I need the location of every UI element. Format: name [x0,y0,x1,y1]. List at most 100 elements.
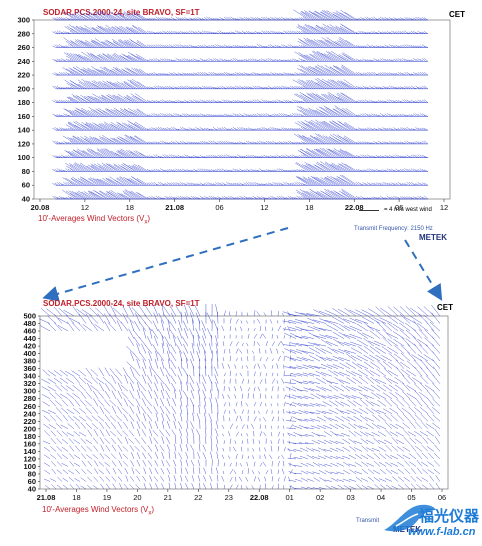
bottom-brand-logo: METEK [393,525,421,534]
bottom-y-tick-label: 140 [23,447,36,456]
top-y-tick-label: 300 [17,16,30,25]
bottom-x-tick-label: 02 [316,493,324,502]
top-profile-row [52,133,428,145]
bottom-x-tick-label: 23 [225,493,233,502]
bottom-x-tick-label: 04 [377,493,385,502]
bottom-chart-footer-label: 10'-Averages Wind Vectors (Vx) [42,505,154,517]
bottom-y-tick-label: 500 [23,312,36,321]
bottom-y-tick-label: 40 [28,485,36,494]
top-x-axis: 20.08 12 18 21.08 06 12 18 22.08 06 12 [31,199,448,212]
bottom-chart-title: SODAR.PCS.2000-24, site BRAVO, SF=1T [43,299,200,308]
bottom-x-tick-label: 22.08 [250,493,269,502]
bottom-y-tick-label: 180 [23,432,36,441]
top-profile-row [52,23,428,35]
top-x-tick-label: 21.08 [165,203,184,212]
top-profile-row [52,174,428,186]
top-y-tick-label: 40 [22,195,30,204]
bottom-footer-subscript: x [148,510,152,517]
top-x-tick-label: 12 [260,203,268,212]
top-x-tick-label: 22.08 [345,203,364,212]
top-x-tick-label: 12 [440,203,448,212]
legend-vector-mark [359,210,379,211]
bottom-footer-close: ) [151,505,154,514]
bottom-chart-timezone: CET [437,303,453,312]
top-footer-close: ) [147,214,150,223]
top-y-tick-label: 260 [17,43,30,52]
bottom-y-tick-label: 380 [23,357,36,366]
bottom-x-tick-label: 22 [194,493,202,502]
top-y-tick-label: 120 [17,139,30,148]
bottom-y-tick-label: 60 [28,477,36,486]
bottom-y-tick-label: 320 [23,379,36,388]
bottom-x-tick-label: 21.08 [37,493,56,502]
top-vector-field [52,9,428,200]
top-profile-row [52,105,428,117]
bottom-y-tick-label: 360 [23,364,36,373]
bottom-x-tick-label: 05 [407,493,415,502]
bottom-y-tick-label: 120 [23,454,36,463]
bottom-x-tick-label: 18 [72,493,80,502]
bottom-y-tick-label: 480 [23,319,36,328]
top-profile-row [52,37,428,48]
top-profile-row [52,161,428,172]
bottom-x-tick-label: 20 [133,493,141,502]
top-chart: 300280260240220200180160140120100806040 … [17,9,451,212]
bottom-x-tick-label: 06 [438,493,446,502]
top-y-tick-label: 140 [17,126,30,135]
top-transmit-frequency: Transmit Frequency: 2150 Hz [354,226,433,232]
top-x-tick-label: 06 [215,203,223,212]
top-brand-logo: METEK [419,233,447,242]
top-profile-row [52,147,428,158]
top-footer-text: 10'-Averages Wind Vectors (V [38,214,145,223]
legend-text: = 4 m/s west wind [384,207,432,213]
watermark-bird-logo [384,504,436,532]
bottom-y-tick-label: 80 [28,469,36,478]
top-profile-row [52,78,428,90]
bottom-x-tick-label: 01 [286,493,294,502]
top-y-tick-label: 100 [17,153,30,162]
bottom-y-tick-label: 260 [23,402,36,411]
top-y-tick-label: 220 [17,71,30,80]
bottom-y-tick-label: 420 [23,342,36,351]
bottom-y-tick-label: 220 [23,417,36,426]
right-dashed-arrow [404,239,443,301]
bottom-y-tick-label: 300 [23,387,36,396]
bottom-x-axis: 21.08 18 19 20 21 22 23 22.08 01 02 03 04 05 06 [37,489,446,502]
bottom-footer-text: 10'-Averages Wind Vectors (V [42,505,149,514]
bottom-vector-strokes [39,303,441,490]
bottom-x-tick-label: 21 [164,493,172,502]
top-x-tick-label: 20.08 [31,203,50,212]
bottom-y-tick-label: 280 [23,394,36,403]
top-chart-footer-label: 10'-Averages Wind Vectors (Vx) [38,214,150,226]
bottom-y-tick-label: 160 [23,439,36,448]
bottom-plot-frame [39,315,449,490]
top-profile-row [52,91,428,103]
watermark-brand-text: 福光仪器 [419,507,480,525]
bottom-y-tick-label: 440 [23,334,36,343]
top-y-tick-label: 80 [22,167,30,176]
top-y-tick-label: 200 [17,84,30,93]
top-y-tick-label: 280 [17,29,30,38]
top-y-axis: 300 280 260 240 220 200 180 160 140 120 100 80 60 40 [17,16,34,204]
top-x-tick-label: 06 [395,203,403,212]
top-footer-subscript: x [144,219,148,226]
bottom-x-tick-label: 03 [346,493,354,502]
top-profile-row [52,119,428,131]
bottom-y-tick-label: 200 [23,424,36,433]
top-y-tick-label: 180 [17,98,30,107]
top-chart-title: SODAR.PCS.2000-24, site BRAVO, SF=1T [43,8,200,17]
bottom-y-axis: 5004804604404204003803603403203002802602… [23,312,40,494]
bottom-y-tick-label: 400 [23,349,36,358]
bottom-vector-field [39,303,441,490]
top-y-tick-label: 240 [17,57,30,66]
top-x-tick-label: 18 [126,203,134,212]
bottom-y-tick-label: 460 [23,327,36,336]
bottom-y-tick-label: 100 [23,462,36,471]
top-x-tick-label: 18 [305,203,313,212]
bottom-transmit-text: Transmit [356,518,380,524]
bottom-x-tick-label: 19 [103,493,111,502]
top-y-tick-label: 160 [17,112,30,121]
top-y-tick-label: 60 [22,181,30,190]
